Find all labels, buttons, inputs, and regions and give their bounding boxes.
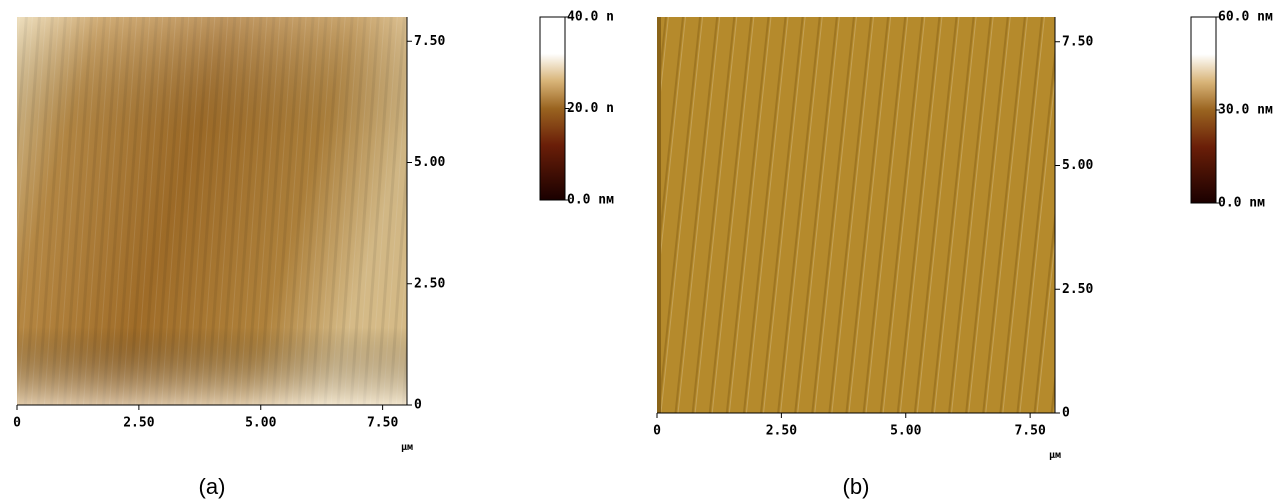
x-unit: μм	[1049, 450, 1061, 461]
colorbar-label: 20.0 n	[567, 101, 614, 116]
colorbar-label: 0.0 nм	[1218, 196, 1265, 211]
x-tick-label: 0	[13, 416, 21, 431]
x-tick-label: 2.50	[766, 424, 797, 439]
afm-image	[657, 17, 1055, 413]
x-tick-label: 7.50	[367, 416, 398, 431]
y-tick-label: 5.00	[414, 155, 445, 170]
x-tick-label: 0	[653, 424, 661, 439]
y-tick-label: 0	[414, 398, 422, 413]
y-tick-label: 7.50	[414, 34, 445, 49]
figure: 02.505.007.5002.505.007.50μм(a)0.0 nм20.…	[0, 0, 1286, 502]
caption: (a)	[199, 474, 226, 499]
colorbar	[1191, 17, 1216, 203]
x-tick-label: 5.00	[890, 424, 921, 439]
y-tick-label: 7.50	[1062, 34, 1093, 49]
y-tick-label: 2.50	[1062, 282, 1093, 297]
y-tick-label: 0	[1062, 406, 1070, 421]
x-unit: μм	[401, 442, 413, 453]
colorbar-label: 60.0 nм	[1218, 10, 1273, 25]
colorbar	[540, 17, 565, 200]
caption: (b)	[843, 474, 870, 499]
x-tick-label: 7.50	[1014, 424, 1045, 439]
y-tick-label: 2.50	[414, 276, 445, 291]
x-tick-label: 5.00	[245, 416, 276, 431]
colorbar-label: 40.0 n	[567, 10, 614, 25]
colorbar-label: 30.0 nм	[1218, 103, 1273, 118]
colorbar-label: 0.0 nм	[567, 193, 614, 208]
afm-image	[17, 17, 407, 405]
y-tick-label: 5.00	[1062, 158, 1093, 173]
x-tick-label: 2.50	[123, 416, 154, 431]
